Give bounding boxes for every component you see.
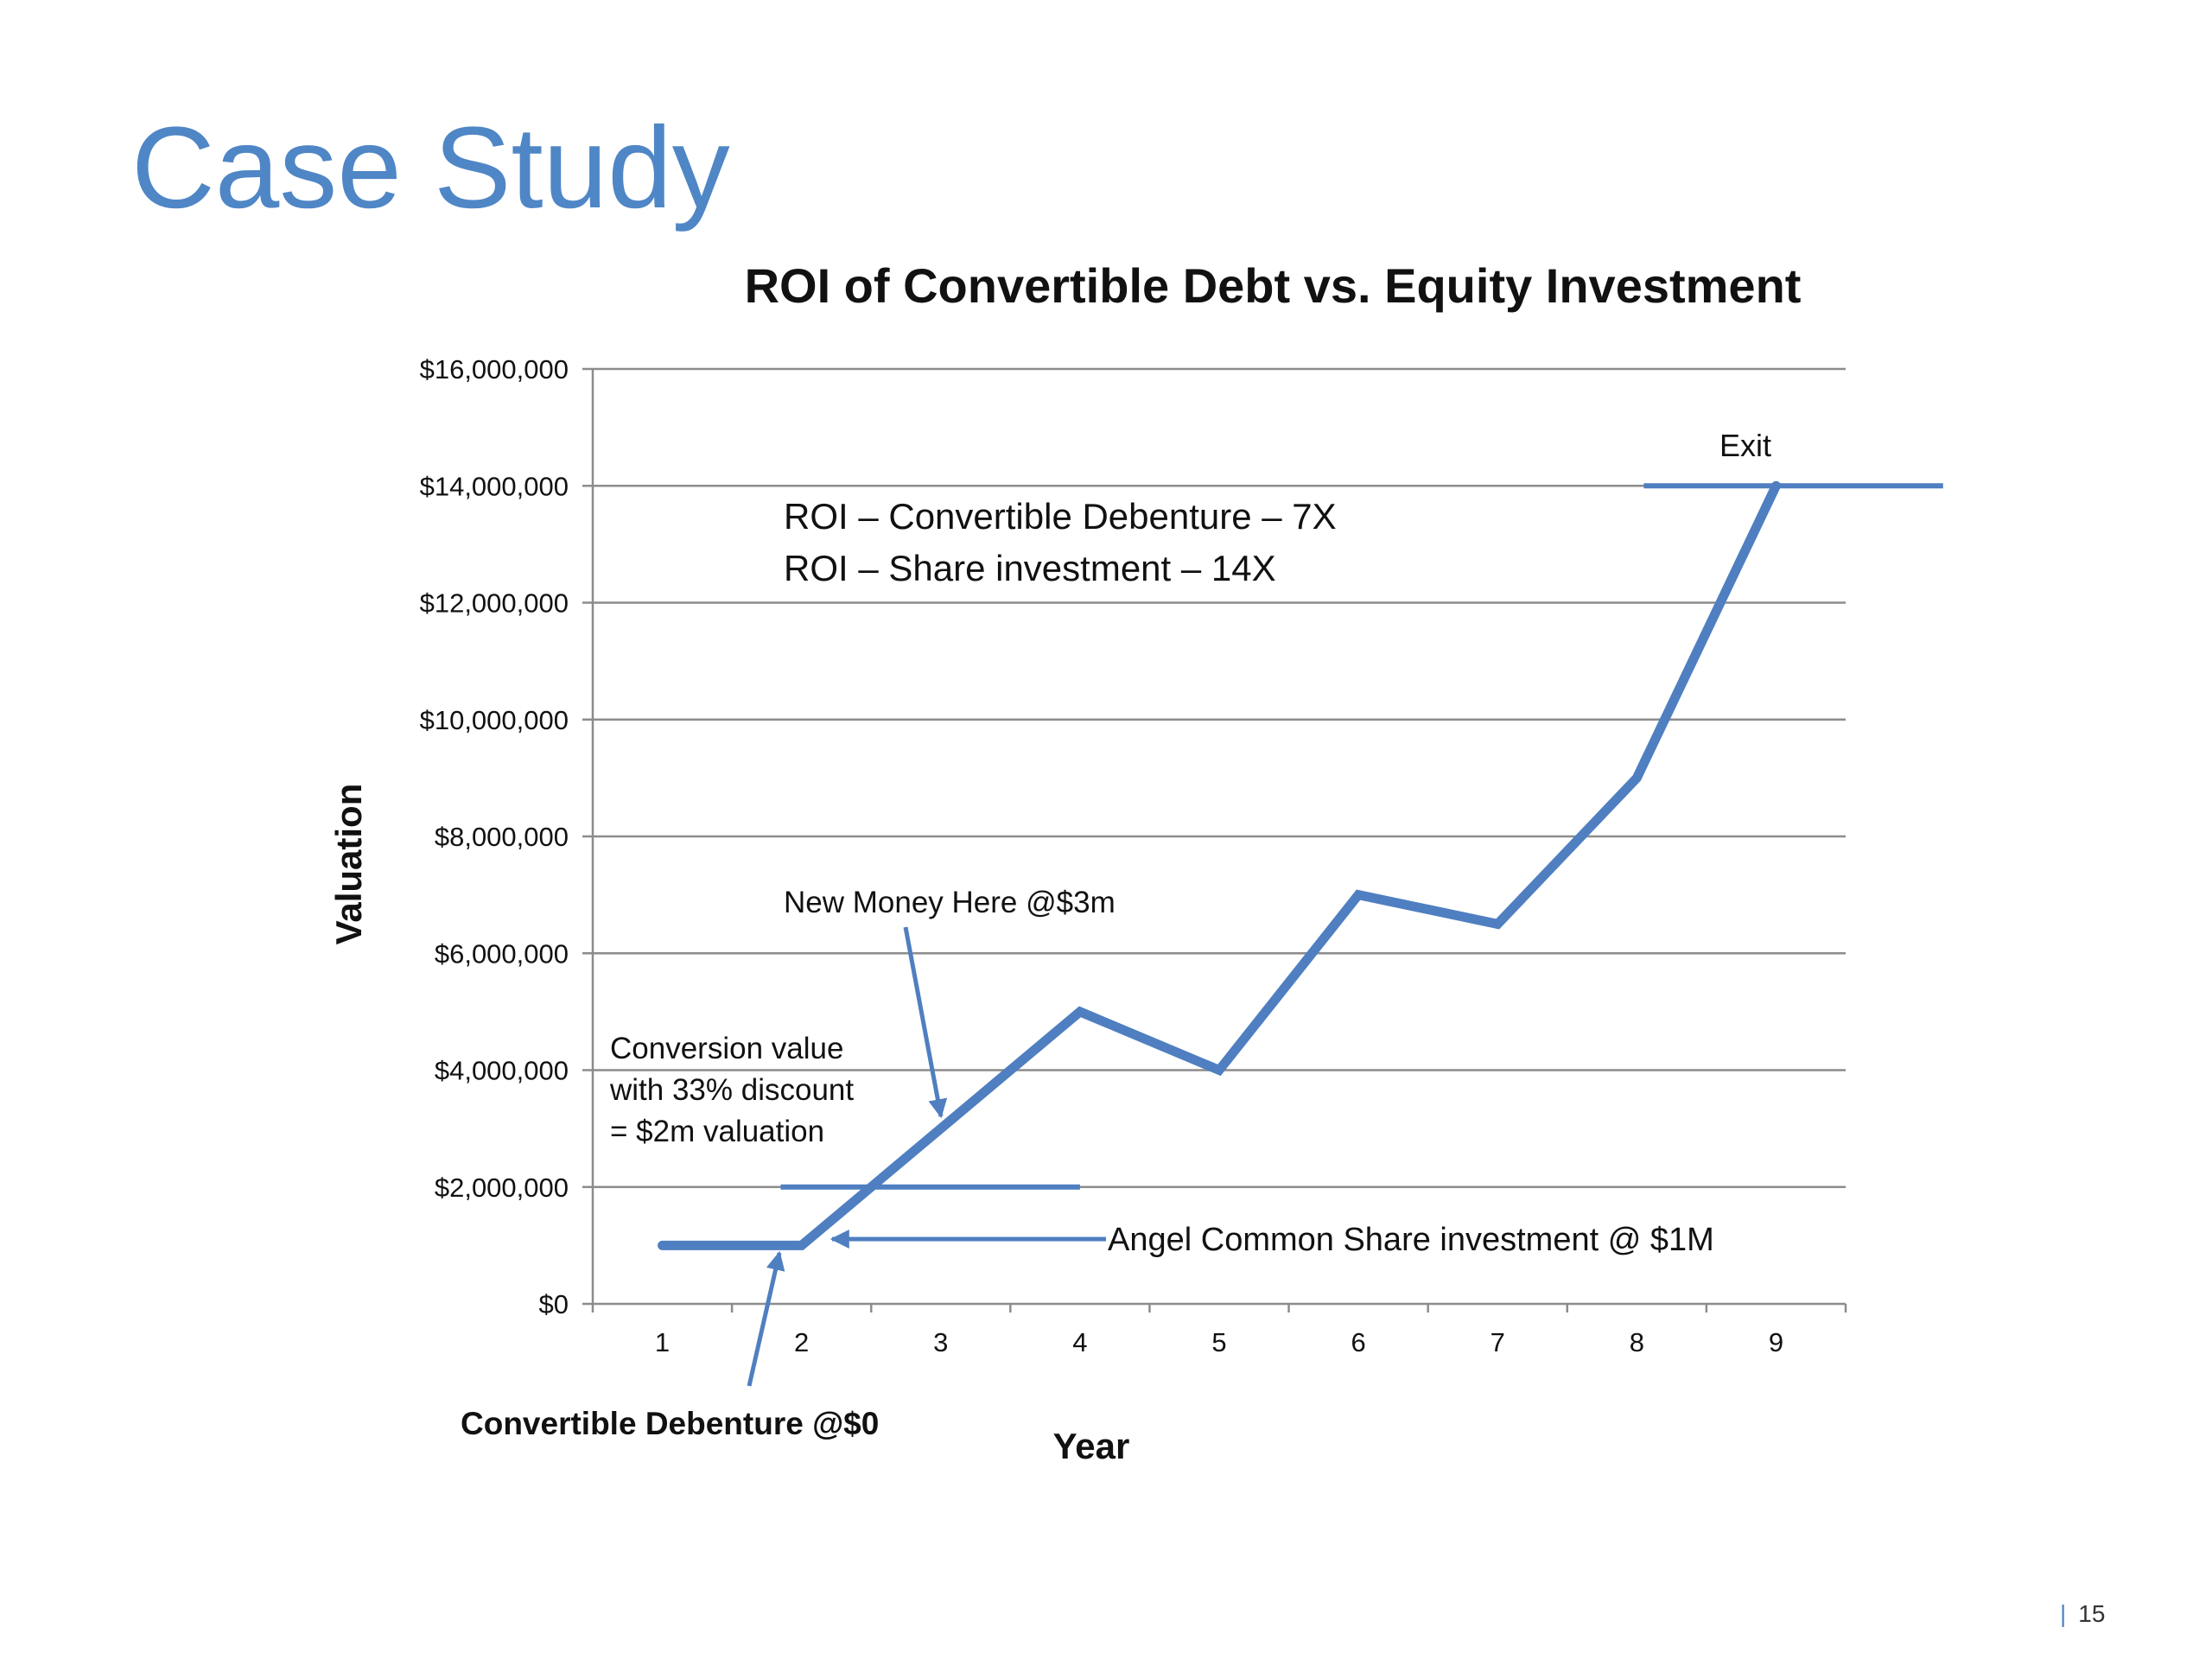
x-tick-label: 8 [1630,1327,1644,1357]
y-tick-label: $6,000,000 [435,938,569,969]
x-tick-label: 6 [1351,1327,1365,1357]
data-point [939,1128,942,1130]
page-divider: | [2060,1600,2067,1627]
page-number: | 15 [2060,1600,2105,1628]
y-tick-label: $0 [539,1289,569,1319]
y-tick-label: $16,000,000 [420,354,569,385]
y-axis-label: Valuation [328,784,369,945]
exit-label: Exit [1719,428,1771,463]
slide-title: Case Study [131,104,730,232]
x-axis-label: Year [1053,1426,1130,1466]
data-point [1218,1069,1220,1071]
debenture-arrow [747,1250,785,1387]
y-tick-label: $2,000,000 [435,1173,569,1203]
debenture-label: Convertible Debenture @$0 [461,1406,879,1441]
data-point [800,1244,803,1247]
series-line [658,480,1781,1250]
roi-text: ROI – Convertible Debenture – 7X [784,496,1337,537]
page-number-value: 15 [2078,1600,2106,1627]
x-tick-label: 2 [794,1327,809,1357]
x-tick-label: 1 [655,1327,670,1357]
angel-label: Angel Common Share investment @ $1M [1108,1222,1714,1258]
chart-title: ROI of Convertible Debt vs. Equity Inves… [745,258,1802,313]
data-point [1357,893,1360,896]
data-point [1636,777,1638,779]
x-tick-label: 4 [1072,1327,1087,1357]
x-tick-label: 9 [1769,1327,1783,1357]
y-tick-label: $4,000,000 [435,1056,569,1086]
data-point [1078,1010,1081,1013]
data-point [661,1244,664,1247]
conversion-label: with 33% discount [609,1073,854,1107]
roi-text: ROI – Share investment – 14X [784,548,1276,588]
x-tick-label: 7 [1491,1327,1505,1357]
new-money-arrow [903,926,948,1119]
data-point [1497,923,1499,925]
new-money-label: New Money Here @$3m [784,886,1116,919]
y-tick-label: $12,000,000 [420,588,569,619]
x-tick-label: 3 [933,1327,948,1357]
conversion-label: Conversion value [610,1032,843,1065]
y-tick-label: $14,000,000 [420,471,569,501]
y-tick-label: $10,000,000 [420,705,569,735]
x-tick-label: 5 [1211,1327,1226,1357]
y-tick-label: $8,000,000 [435,822,569,852]
conversion-label: = $2m valuation [610,1115,824,1148]
